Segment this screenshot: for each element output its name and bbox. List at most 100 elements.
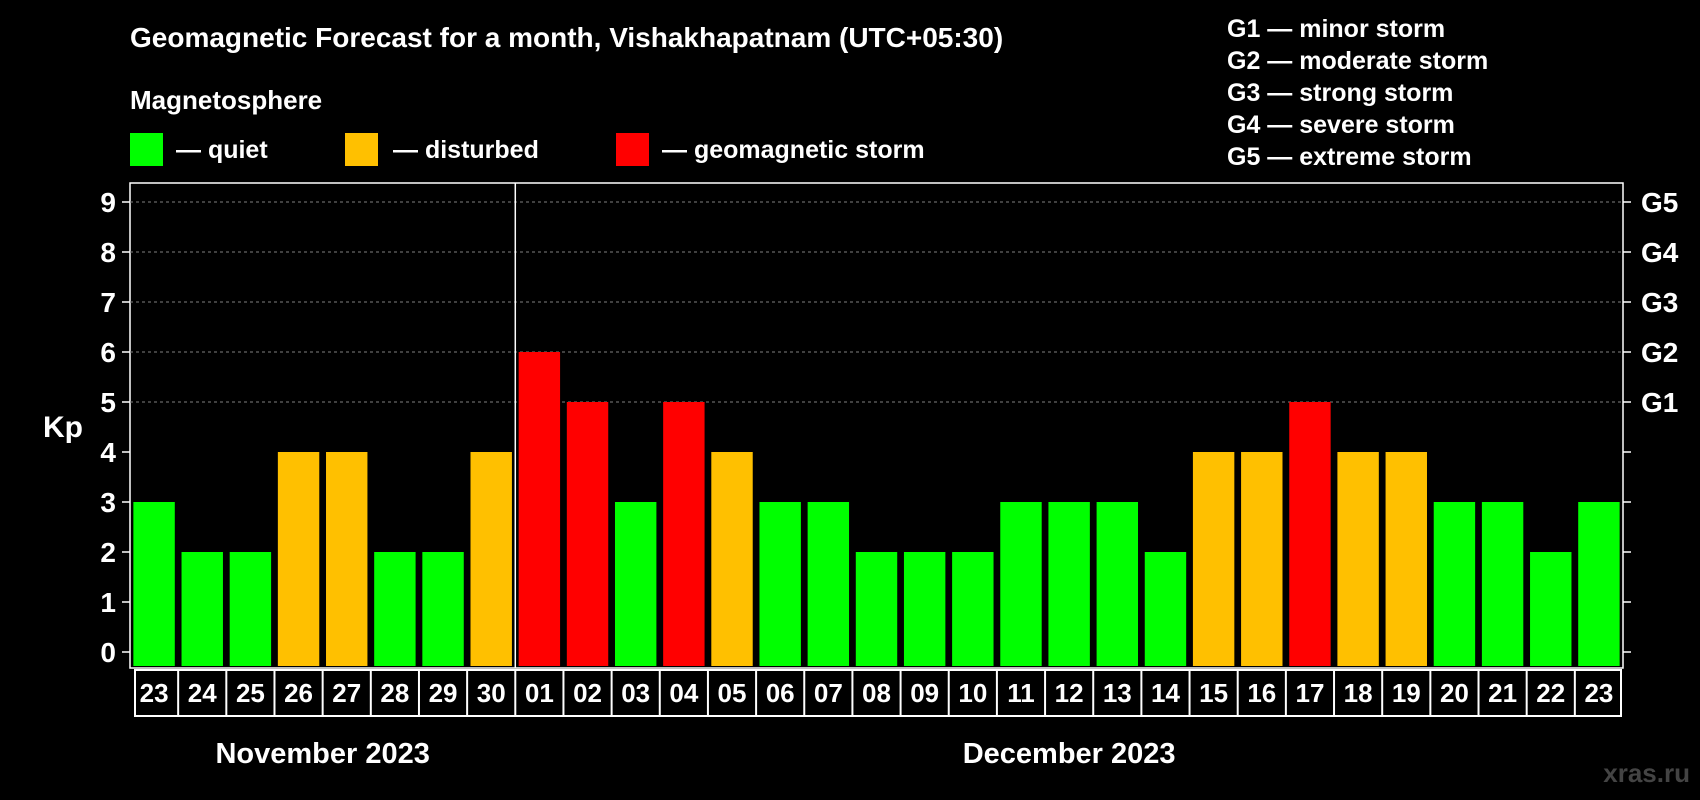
x-tick-label-11: 04	[669, 678, 698, 708]
bar-10	[614, 502, 657, 666]
right-axis-label-g4: G4	[1641, 237, 1679, 268]
plot-frame	[129, 182, 1624, 669]
bar-4	[326, 452, 368, 666]
y-tick-label-5: 5	[100, 387, 116, 418]
x-tick-label-14: 07	[814, 678, 843, 708]
x-tick-label-30: 23	[1584, 678, 1613, 708]
bar-29	[1530, 552, 1572, 666]
bar-19	[1048, 502, 1090, 666]
bar-5	[374, 552, 416, 666]
bar-2	[229, 552, 272, 666]
legend: — quiet — disturbed — geomagnetic storm	[130, 133, 925, 166]
x-tick-label-4: 27	[332, 678, 361, 708]
y-tick-label-1: 1	[100, 587, 116, 618]
bar-16	[903, 552, 946, 666]
x-tick-label-10: 03	[621, 678, 650, 708]
bar-17	[952, 552, 994, 666]
x-tick-label-9: 02	[573, 678, 602, 708]
x-tick-label-7: 30	[477, 678, 506, 708]
y-tick-label-0: 0	[100, 637, 116, 668]
bar-0	[133, 502, 175, 666]
y-tick-label-8: 8	[100, 237, 116, 268]
y-tick-label-6: 6	[100, 337, 116, 368]
bar-26	[1385, 452, 1427, 666]
watermark: xras.ru	[1603, 758, 1690, 788]
month-label-december: December 2023	[963, 738, 1176, 770]
legend-swatch-storm	[616, 133, 649, 166]
x-tick-label-26: 19	[1392, 678, 1421, 708]
x-tick-label-17: 10	[958, 678, 987, 708]
storm-scale-g4: G4 — severe storm	[1227, 111, 1455, 139]
x-tick-label-15: 08	[862, 678, 891, 708]
storm-scale-g2: G2 — moderate storm	[1227, 47, 1488, 75]
legend-title: Magnetosphere	[130, 85, 322, 115]
storm-scale-g3: G3 — strong storm	[1227, 79, 1453, 107]
bar-13	[759, 502, 801, 666]
bar-11	[663, 402, 705, 666]
x-tick-label-12: 05	[718, 678, 747, 708]
y-tick-label-2: 2	[100, 537, 116, 568]
right-axis-label-g5: G5	[1641, 187, 1678, 218]
x-tick-label-29: 22	[1536, 678, 1565, 708]
x-tick-label-2: 25	[236, 678, 265, 708]
bar-12	[711, 452, 753, 666]
bar-7	[470, 452, 512, 666]
bar-24	[1289, 402, 1331, 666]
bar-18	[1000, 502, 1042, 666]
x-tick-label-8: 01	[525, 678, 554, 708]
legend-swatch-disturbed	[345, 133, 378, 166]
y-axis-label: Kp	[43, 411, 83, 444]
x-tick-label-20: 13	[1103, 678, 1132, 708]
x-tick-label-13: 06	[766, 678, 795, 708]
x-tick-label-23: 16	[1247, 678, 1276, 708]
legend-swatch-quiet	[130, 133, 163, 166]
bar-14	[807, 502, 850, 666]
y-tick-label-4: 4	[100, 437, 116, 468]
x-tick-label-6: 29	[429, 678, 458, 708]
x-tick-label-1: 24	[188, 678, 217, 708]
x-tick-label-22: 15	[1199, 678, 1228, 708]
legend-label-quiet: — quiet	[176, 136, 268, 164]
x-tick-label-21: 14	[1151, 678, 1180, 708]
x-tick-label-5: 28	[380, 678, 409, 708]
bar-23	[1241, 452, 1283, 666]
bar-20	[1096, 502, 1139, 666]
storm-scale-key: G1 — minor storm G2 — moderate storm G3 …	[1227, 15, 1488, 171]
chart-title: Geomagnetic Forecast for a month, Vishak…	[130, 22, 1003, 53]
x-tick-label-19: 12	[1055, 678, 1084, 708]
bar-6	[422, 552, 464, 666]
month-label-november: November 2023	[215, 738, 429, 770]
storm-scale-g1: G1 — minor storm	[1227, 15, 1445, 43]
right-axis-label-g2: G2	[1641, 337, 1678, 368]
bar-9	[566, 402, 609, 666]
x-tick-label-24: 17	[1295, 678, 1324, 708]
x-tick-label-28: 21	[1488, 678, 1517, 708]
x-tick-label-3: 26	[284, 678, 313, 708]
y-tick-label-9: 9	[100, 187, 116, 218]
bar-28	[1481, 502, 1524, 666]
right-axis-label-g1: G1	[1641, 387, 1678, 418]
y-tick-label-3: 3	[100, 487, 116, 518]
x-tick-label-18: 11	[1007, 678, 1035, 708]
bar-25	[1337, 452, 1379, 666]
x-tick-label-25: 18	[1344, 678, 1373, 708]
right-axis-label-g3: G3	[1641, 287, 1678, 318]
bar-15	[855, 552, 898, 666]
x-tick-label-0: 23	[140, 678, 169, 708]
y-tick-label-7: 7	[100, 287, 116, 318]
bar-8	[518, 352, 561, 666]
legend-label-disturbed: — disturbed	[393, 136, 539, 164]
bar-27	[1433, 502, 1476, 666]
legend-label-storm: — geomagnetic storm	[662, 136, 925, 164]
bar-21	[1144, 552, 1187, 666]
storm-scale-g5: G5 — extreme storm	[1227, 143, 1472, 171]
bar-22	[1192, 452, 1235, 666]
bar-1	[181, 552, 223, 666]
bar-30	[1578, 502, 1620, 666]
date-row-frame	[134, 669, 1622, 717]
x-tick-label-16: 09	[910, 678, 939, 708]
x-tick-label-27: 20	[1440, 678, 1469, 708]
bar-3	[277, 452, 320, 666]
